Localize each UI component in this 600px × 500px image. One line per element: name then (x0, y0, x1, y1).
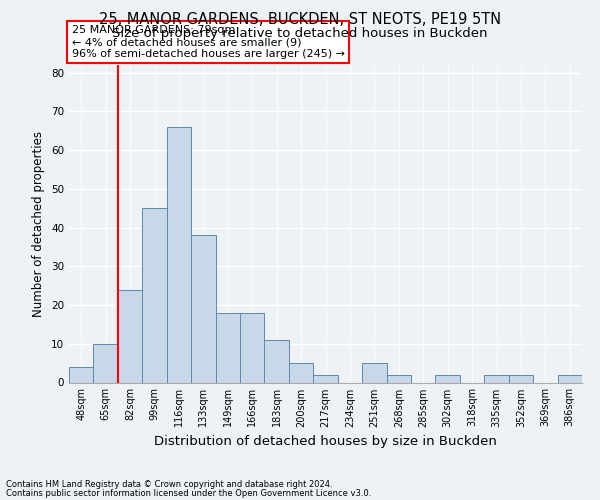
Bar (191, 236, 215, 382)
Bar (215, 313, 240, 382)
Bar (94, 344, 118, 383)
Text: Size of property relative to detached houses in Buckden: Size of property relative to detached ho… (112, 28, 488, 40)
Bar (240, 313, 265, 382)
Text: Contains public sector information licensed under the Open Government Licence v3: Contains public sector information licen… (6, 490, 371, 498)
Bar (436, 375, 460, 382)
Text: 25 MANOR GARDENS: 79sqm
← 4% of detached houses are smaller (9)
96% of semi-deta: 25 MANOR GARDENS: 79sqm ← 4% of detached… (71, 26, 344, 58)
X-axis label: Distribution of detached houses by size in Buckden: Distribution of detached houses by size … (154, 435, 497, 448)
Bar (69, 367, 94, 382)
Bar (142, 208, 167, 382)
Text: 25, MANOR GARDENS, BUCKDEN, ST NEOTS, PE19 5TN: 25, MANOR GARDENS, BUCKDEN, ST NEOTS, PE… (99, 12, 501, 28)
Y-axis label: Number of detached properties: Number of detached properties (32, 130, 46, 317)
Bar (386, 375, 411, 382)
Bar (265, 340, 289, 382)
Bar (509, 375, 533, 382)
Bar (167, 127, 191, 382)
Bar (362, 363, 386, 382)
Text: Contains HM Land Registry data © Crown copyright and database right 2024.: Contains HM Land Registry data © Crown c… (6, 480, 332, 489)
Bar (557, 375, 582, 382)
Bar (313, 375, 338, 382)
Bar (289, 363, 313, 382)
Bar (118, 290, 142, 382)
Bar (484, 375, 509, 382)
